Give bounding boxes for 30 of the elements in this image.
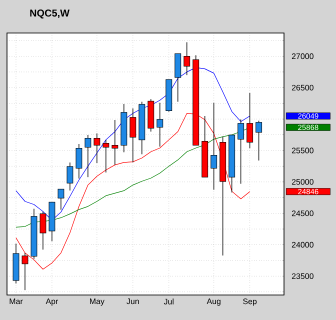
candlestick — [256, 120, 262, 161]
x-tick-label: May — [90, 298, 104, 306]
chart-title: NQC5,W — [30, 10, 70, 18]
y-tick-label: 26500 — [292, 84, 314, 90]
x-tick-label: Aug — [206, 298, 220, 306]
x-tick-label: Mar — [10, 298, 23, 304]
candlestick — [102, 140, 110, 173]
y-tick-label: 25500 — [292, 148, 314, 154]
x-tick-label: Sep — [243, 298, 257, 306]
candlestick — [58, 188, 64, 210]
candlestick — [112, 120, 118, 166]
y-tick-label: 23500 — [292, 273, 314, 279]
candlestick — [246, 92, 254, 149]
candlestick — [174, 53, 182, 102]
y-tick-label: 24000 — [292, 242, 314, 248]
candlestick — [238, 119, 244, 184]
candlestick — [66, 162, 74, 191]
candlestick — [156, 102, 164, 147]
candlestick — [84, 134, 92, 178]
y-tick-label: 27000 — [292, 53, 314, 60]
y-tick-label: 24500 — [292, 210, 314, 216]
candlestick — [184, 42, 190, 76]
candlestick — [40, 211, 46, 250]
candlestick — [76, 144, 82, 179]
candlestick — [94, 132, 100, 164]
y-tick-label: 25000 — [292, 179, 314, 185]
x-tick-label: Jul — [164, 298, 174, 304]
x-tick-label: Apr — [46, 298, 58, 306]
x-tick-label: Jun — [126, 298, 139, 304]
candlestick — [210, 102, 218, 190]
